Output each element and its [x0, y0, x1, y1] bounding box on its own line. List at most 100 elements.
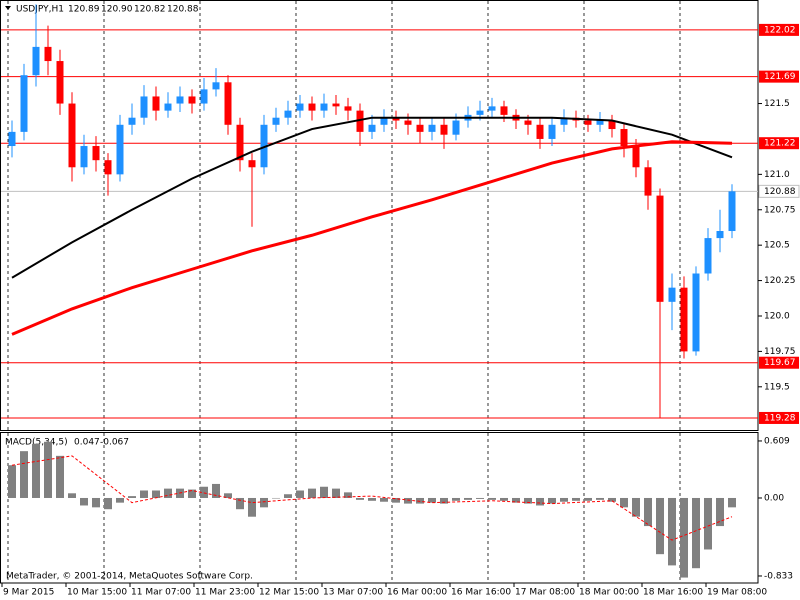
quote-value: 120.88 — [167, 5, 199, 15]
x-tick-label: 18 Mar 16:00 — [643, 588, 703, 598]
candle-body — [56, 61, 64, 104]
candle-body — [380, 117, 388, 125]
macd-bar — [116, 497, 124, 503]
macd-bar — [608, 497, 616, 502]
macd-bar — [428, 497, 436, 503]
macd-bar — [344, 492, 352, 498]
macd-bar — [644, 497, 652, 527]
y-tick-label: 119.75 — [764, 347, 796, 357]
y-tick-label: 121.5 — [764, 99, 790, 109]
level-box — [759, 356, 799, 369]
macd-y-tick-label: 0.609 — [764, 436, 790, 446]
candle-body — [668, 287, 676, 302]
candle-body — [128, 117, 136, 125]
candle-body — [260, 124, 268, 168]
candle-body — [500, 106, 508, 115]
candle-body — [224, 82, 232, 125]
macd-bar — [632, 497, 640, 517]
macd-bar — [668, 497, 676, 566]
level-label: 122.02 — [764, 25, 796, 35]
macd-bar — [44, 441, 52, 498]
x-tick-label: 12 Mar 15:00 — [259, 588, 319, 598]
macd-bar — [356, 497, 364, 500]
macd-bar — [728, 497, 736, 508]
candle-body — [164, 103, 172, 111]
candle-body — [548, 124, 556, 139]
candle-body — [68, 103, 76, 168]
x-tick-label: 17 Mar 08:00 — [515, 588, 575, 598]
x-tick-label: 16 Mar 00:00 — [387, 588, 447, 598]
macd-bar — [152, 490, 160, 498]
macd-bar — [716, 497, 724, 527]
macd-bar — [128, 496, 136, 498]
macd-bar — [560, 497, 568, 502]
candle-body — [212, 82, 220, 90]
macd-bar — [284, 494, 292, 498]
candle-body — [476, 110, 484, 115]
candle-body — [176, 96, 184, 104]
macd-bar — [488, 497, 496, 500]
x-tick-label: 18 Mar 00:00 — [579, 588, 639, 598]
level-box — [759, 411, 799, 424]
candle-body — [692, 273, 700, 352]
macd-bar — [200, 486, 208, 498]
candle-body — [716, 231, 724, 239]
moving-average — [11, 140, 733, 336]
x-tick-label: 19 Mar 08:00 — [707, 588, 767, 598]
candle-body — [368, 124, 376, 132]
macd-bar — [320, 486, 328, 498]
x-tick-label: 13 Mar 07:00 — [323, 588, 383, 598]
candle-body — [116, 124, 124, 175]
candle-body — [104, 160, 112, 175]
quote-value: 120.82 — [134, 5, 166, 15]
macd-main: 0.047 — [74, 438, 100, 448]
candle-body — [344, 106, 352, 111]
x-tick-label: 10 Mar 15:00 — [67, 588, 127, 598]
macd-bar — [32, 443, 40, 498]
candle-body — [560, 117, 568, 125]
candle-body — [140, 96, 148, 118]
candle-body — [452, 120, 460, 135]
candle-body — [44, 46, 52, 62]
candle-body — [440, 124, 448, 135]
level-box — [759, 70, 799, 83]
macd-bar — [188, 489, 196, 498]
macd-bar — [524, 497, 532, 504]
current-price-label: 120.88 — [764, 187, 796, 197]
level-label: 121.22 — [764, 139, 796, 149]
macd-bar — [380, 497, 388, 502]
y-tick-label: 120.25 — [764, 276, 796, 286]
macd-bar — [68, 493, 76, 498]
macd-bar — [704, 497, 712, 550]
candle-body — [296, 103, 304, 111]
candle-body — [272, 117, 280, 125]
macd-bar — [656, 497, 664, 555]
candle-body — [632, 146, 640, 168]
macd-bar — [296, 490, 304, 498]
macd-bar — [452, 497, 460, 501]
moving-average — [11, 116, 733, 279]
candle-body — [152, 96, 160, 111]
macd-bar — [680, 497, 688, 578]
level-label: 119.67 — [764, 358, 796, 368]
candle-body — [236, 124, 244, 161]
x-tick-label: 9 Mar 2015 — [3, 588, 54, 598]
candle-body — [32, 46, 40, 76]
candle-body — [320, 103, 328, 111]
candle-body — [704, 238, 712, 274]
y-tick-label: 120.75 — [764, 205, 796, 215]
y-tick-label: 120.5 — [764, 241, 790, 251]
macd-bar — [164, 488, 172, 498]
candle-body — [620, 129, 628, 147]
macd-bar — [140, 490, 148, 498]
macd-bar — [236, 497, 244, 510]
macd-bar — [536, 497, 544, 506]
macd-bar — [224, 493, 232, 498]
candle-body — [680, 287, 688, 352]
macd-bar — [56, 455, 64, 498]
macd-bar — [596, 497, 604, 500]
candle-body — [728, 191, 736, 232]
macd-bar — [416, 497, 424, 504]
candle-body — [536, 124, 544, 139]
y-tick-label: 119.5 — [764, 382, 790, 392]
